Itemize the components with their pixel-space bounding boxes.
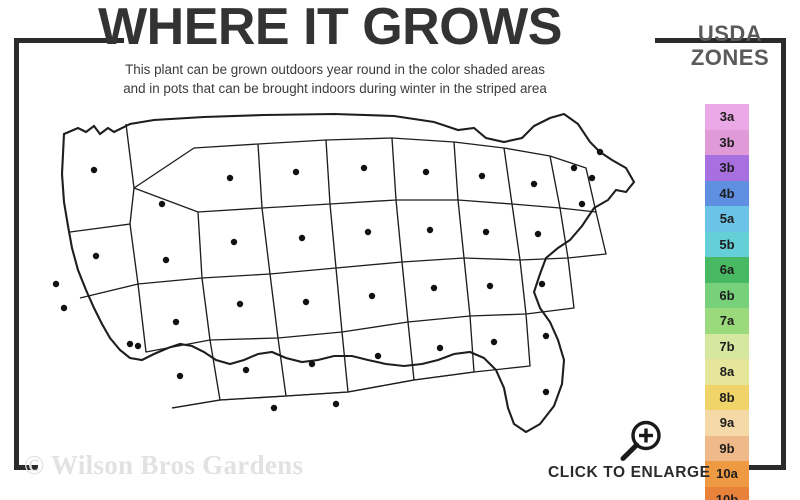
zone-swatch-10a: 10a: [705, 461, 749, 487]
zone-swatch-9b: 9b: [705, 435, 749, 461]
zone-swatch-7a: 7a: [705, 308, 749, 334]
subtitle-line-2: and in pots that can be brought indoors …: [123, 81, 547, 96]
magnifier-plus-icon[interactable]: [618, 418, 664, 464]
watermark: © Wilson Bros Gardens: [24, 450, 304, 480]
page-title: WHERE IT GROWS: [98, 0, 562, 56]
click-to-enlarge-label[interactable]: CLICK TO ENLARGE: [548, 464, 711, 481]
frame-bracket-left: [14, 38, 124, 470]
legend-title-line-2: ZONES: [690, 45, 770, 70]
hardiness-zone-map[interactable]: [34, 108, 654, 458]
zone-swatch-3b: 3b: [705, 129, 749, 155]
frame-bracket-right: [655, 38, 786, 470]
zone-swatch-5a: 5a: [705, 206, 749, 232]
zone-swatch-5b: 5b: [705, 231, 749, 257]
zone-swatch-8a: 8a: [705, 359, 749, 385]
zone-swatch-3b: 3b: [705, 155, 749, 181]
map-svg: [52, 112, 636, 434]
zone-swatch-6a: 6a: [705, 257, 749, 283]
zone-swatch-9a: 9a: [705, 410, 749, 436]
zone-swatch-7b: 7b: [705, 333, 749, 359]
zone-swatch-3a: 3a: [705, 104, 749, 130]
zone-swatch-10b: 10b: [705, 486, 749, 500]
subtitle: This plant can be grown outdoors year ro…: [30, 60, 640, 98]
zone-swatch-4b: 4b: [705, 180, 749, 206]
legend-title-line-1: USDA: [697, 21, 763, 46]
city-dots: [52, 148, 604, 412]
legend-title: USDA ZONES: [660, 22, 800, 70]
zone-legend-swatches: 3a 3b 3b 4b 5a 5b 6a 6b 7a 7b 8a 8b 9a 9b 10a 10b: [705, 104, 749, 500]
subtitle-line-1: This plant can be grown outdoors year ro…: [125, 62, 545, 77]
zone-swatch-6b: 6b: [705, 282, 749, 308]
zone-swatch-8b: 8b: [705, 384, 749, 410]
